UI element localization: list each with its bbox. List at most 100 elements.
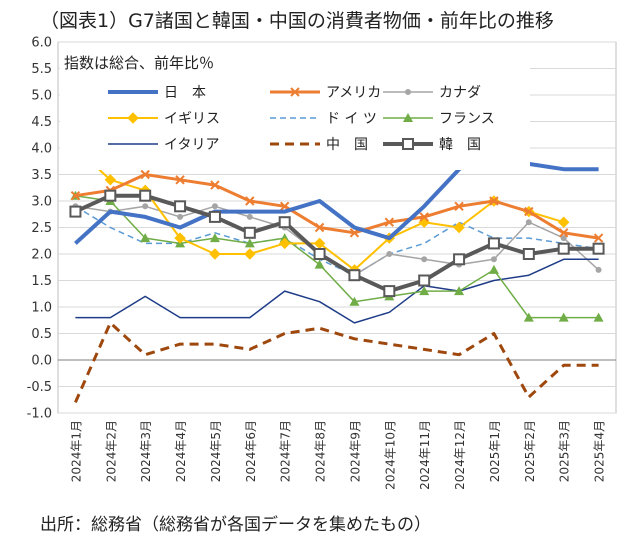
data-point xyxy=(418,274,431,287)
legend-label: フランス xyxy=(439,111,495,127)
x-tick-label: 2025年4月 xyxy=(593,420,607,482)
data-point xyxy=(557,242,570,255)
data-point xyxy=(174,232,186,244)
y-tick-label: 5.5 xyxy=(31,62,52,77)
data-point xyxy=(70,190,81,201)
data-point xyxy=(348,269,361,282)
data-point xyxy=(453,221,465,234)
legend-label: イギリス xyxy=(164,111,220,127)
chart-subtitle: 指数は総合、前年比％ xyxy=(64,54,214,72)
data-point xyxy=(592,242,605,255)
data-point xyxy=(558,228,569,238)
data-point xyxy=(177,213,184,220)
legend-item: フランス xyxy=(383,111,495,127)
series-line xyxy=(75,205,599,276)
y-tick-label: 5.0 xyxy=(31,89,52,104)
data-point xyxy=(140,233,151,243)
data-point xyxy=(522,248,535,260)
data-point xyxy=(243,226,256,239)
series-3 xyxy=(69,142,570,276)
series-6 xyxy=(75,258,599,324)
y-tick-label: 4.5 xyxy=(31,115,52,130)
data-point xyxy=(279,233,290,243)
x-tick-label: 2024年1月 xyxy=(69,420,83,482)
x-tick-label: 2024年12月 xyxy=(453,420,467,490)
data-point xyxy=(246,213,253,220)
data-point xyxy=(104,189,117,202)
x-tick-label: 2024年2月 xyxy=(104,420,118,482)
data-point xyxy=(557,216,570,228)
series-4 xyxy=(75,205,599,276)
data-point xyxy=(244,238,255,248)
data-point xyxy=(489,196,499,206)
data-point xyxy=(523,312,534,322)
data-point xyxy=(384,217,395,227)
data-point xyxy=(490,256,497,263)
data-point xyxy=(210,180,220,190)
legend-box xyxy=(60,45,530,170)
data-point xyxy=(314,259,325,269)
data-point xyxy=(419,212,429,222)
series-8 xyxy=(69,189,605,298)
legend-marker xyxy=(402,138,414,150)
data-point xyxy=(525,219,532,226)
legend-label: 韓 国 xyxy=(439,137,481,153)
x-tick-label: 2024年6月 xyxy=(244,420,258,482)
series-7 xyxy=(74,321,599,404)
y-tick-label: 0.5 xyxy=(31,327,52,342)
data-point xyxy=(244,248,256,260)
x-tick-label: 2025年3月 xyxy=(558,420,572,482)
x-tick-label: 2025年1月 xyxy=(488,420,502,482)
y-tick-label: -1.0 xyxy=(27,407,52,422)
source-note: 出所：総務省（総務省が各国データを集めたもの） xyxy=(40,515,431,535)
legend-item: 韓 国 xyxy=(383,137,481,153)
data-point xyxy=(421,256,428,263)
legend-marker xyxy=(290,87,300,97)
y-tick-label: 2.0 xyxy=(31,248,52,263)
data-point xyxy=(278,216,291,229)
data-point xyxy=(454,286,465,296)
data-point xyxy=(453,253,466,266)
x-tick-label: 2024年10月 xyxy=(383,420,397,490)
data-point xyxy=(383,285,396,298)
data-point xyxy=(524,206,534,217)
data-point xyxy=(558,312,569,322)
data-point xyxy=(487,237,500,250)
series-line xyxy=(74,321,599,404)
legend-marker xyxy=(403,113,413,122)
data-point xyxy=(313,248,326,260)
data-point xyxy=(175,175,185,185)
data-point xyxy=(593,312,604,322)
x-tick-label: 2024年3月 xyxy=(139,420,153,482)
data-point xyxy=(211,203,218,210)
data-point xyxy=(208,210,221,223)
legend-item: イギリス xyxy=(108,111,220,127)
y-tick-label: -0.5 xyxy=(27,380,52,395)
y-tick-label: 3.0 xyxy=(31,195,52,210)
legend-marker xyxy=(405,89,411,95)
series-1 xyxy=(70,169,604,243)
x-tick-label: 2024年8月 xyxy=(314,420,328,482)
legend-item: カナダ xyxy=(383,85,481,101)
x-tick-label: 2024年4月 xyxy=(174,420,188,482)
legend-label: イタリア xyxy=(164,137,219,153)
x-tick-label: 2024年7月 xyxy=(279,420,293,482)
legend-label: ド イ ツ xyxy=(326,111,377,127)
legend-label: 日 本 xyxy=(164,85,206,101)
data-point xyxy=(69,205,82,218)
chart-title: （図表1）G7諸国と韓国・中国の消費者物価・前年比の推移 xyxy=(40,10,554,32)
x-tick-label: 2024年11月 xyxy=(418,420,432,490)
data-point xyxy=(593,233,604,243)
legend-label: アメリカ xyxy=(326,85,381,101)
y-tick-label: 4.0 xyxy=(31,142,52,157)
data-point xyxy=(454,201,464,212)
y-tick-label: 3.5 xyxy=(31,168,52,183)
x-tick-label: 2024年9月 xyxy=(348,420,362,482)
data-point xyxy=(560,235,567,242)
series-line xyxy=(75,258,599,324)
legend-item: 中 国 xyxy=(270,137,368,153)
y-tick-label: 2.5 xyxy=(31,221,52,236)
